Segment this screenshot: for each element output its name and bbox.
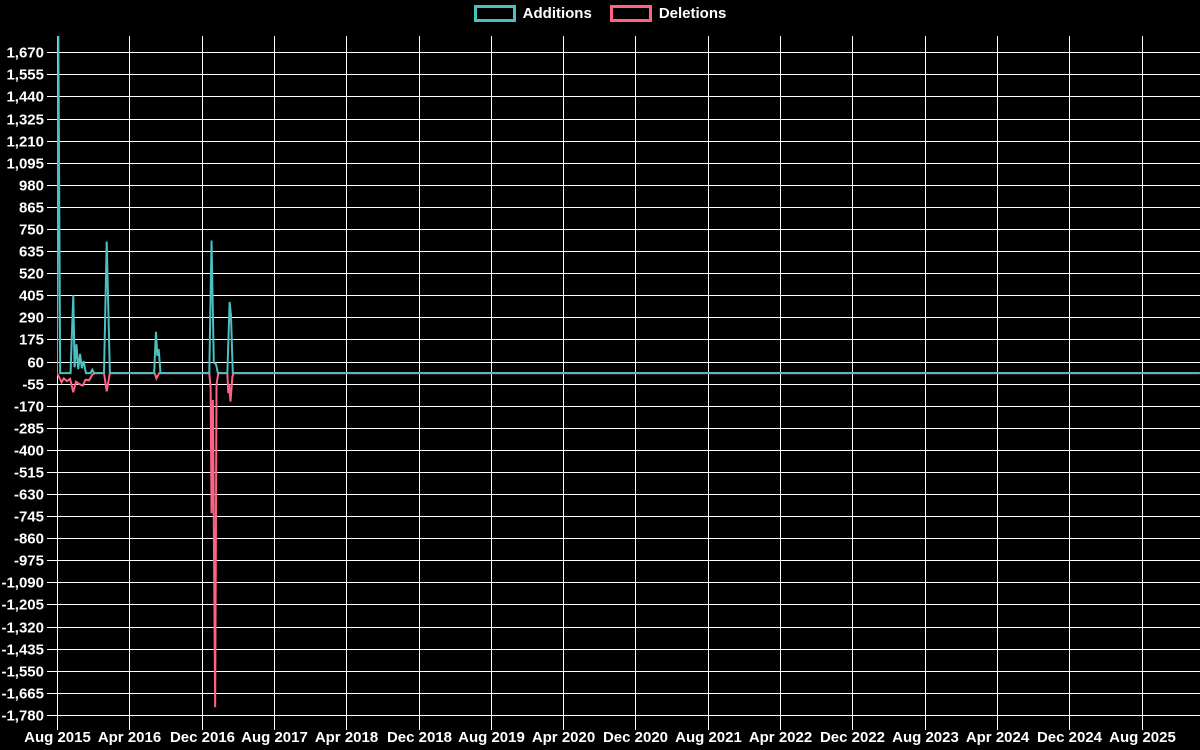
y-tick-label: 520 — [19, 266, 44, 283]
y-tick-label: 1,670 — [6, 45, 44, 62]
y-tick-label: -860 — [14, 531, 44, 548]
y-tick-label: -1,090 — [1, 575, 44, 592]
x-tick-label: Aug 2019 — [458, 729, 525, 746]
y-tick-label: 1,095 — [6, 156, 44, 173]
y-tick-label: 175 — [19, 332, 44, 349]
y-tick-label: -1,665 — [1, 686, 44, 703]
x-tick-label: Apr 2022 — [749, 729, 812, 746]
y-tick-label: -400 — [14, 443, 44, 460]
y-tick-label: -55 — [22, 377, 44, 394]
y-tick-label: -1,550 — [1, 664, 44, 681]
y-tick-label: 980 — [19, 178, 44, 195]
y-tick-label: -975 — [14, 553, 44, 570]
x-tick-label: Dec 2018 — [387, 729, 452, 746]
x-tick-label: Aug 2023 — [892, 729, 959, 746]
x-tick-label: Dec 2020 — [603, 729, 668, 746]
x-tick-label: Dec 2016 — [170, 729, 235, 746]
y-tick-label: -1,205 — [1, 597, 44, 614]
additions-legend-label: Additions — [522, 5, 592, 22]
x-tick-label: Dec 2024 — [1037, 729, 1103, 746]
chart-legend: Additions Deletions — [0, 5, 1200, 22]
y-tick-label: 290 — [19, 310, 44, 327]
x-tick-label: Aug 2017 — [241, 729, 308, 746]
deletions-legend-label: Deletions — [658, 5, 727, 22]
x-tick-label: Apr 2016 — [98, 729, 161, 746]
y-tick-label: -745 — [14, 509, 44, 526]
y-tick-label: 1,210 — [6, 134, 44, 151]
deletions-legend-swatch — [609, 5, 652, 22]
x-tick-label: Aug 2025 — [1109, 729, 1176, 746]
legend-item-additions[interactable]: Additions — [473, 5, 592, 22]
y-tick-label: -285 — [14, 421, 44, 438]
y-tick-label: 635 — [19, 244, 44, 261]
x-tick-label: Aug 2015 — [24, 729, 91, 746]
additions-legend-swatch — [473, 5, 516, 22]
y-tick-label: -630 — [14, 487, 44, 504]
y-tick-label: 865 — [19, 200, 44, 217]
legend-item-deletions[interactable]: Deletions — [609, 5, 727, 22]
x-tick-label: Aug 2021 — [675, 729, 742, 746]
y-tick-label: 60 — [27, 355, 44, 372]
y-tick-label: 1,555 — [6, 67, 44, 84]
x-tick-label: Apr 2024 — [966, 729, 1030, 746]
deletions-line — [57, 372, 1200, 708]
x-tick-label: Dec 2022 — [820, 729, 885, 746]
y-tick-label: 750 — [19, 222, 44, 239]
y-tick-label: -1,320 — [1, 620, 44, 637]
x-tick-label: Apr 2018 — [315, 729, 378, 746]
y-tick-label: 1,325 — [6, 112, 44, 129]
y-tick-label: -1,435 — [1, 642, 44, 659]
y-tick-label: -515 — [14, 465, 44, 482]
y-tick-label: -1,780 — [1, 708, 44, 725]
y-tick-label: 1,440 — [6, 89, 44, 106]
x-tick-label: Apr 2020 — [532, 729, 595, 746]
y-tick-label: 405 — [19, 288, 44, 305]
y-tick-label: -170 — [14, 399, 44, 416]
additions-line — [57, 36, 1200, 375]
